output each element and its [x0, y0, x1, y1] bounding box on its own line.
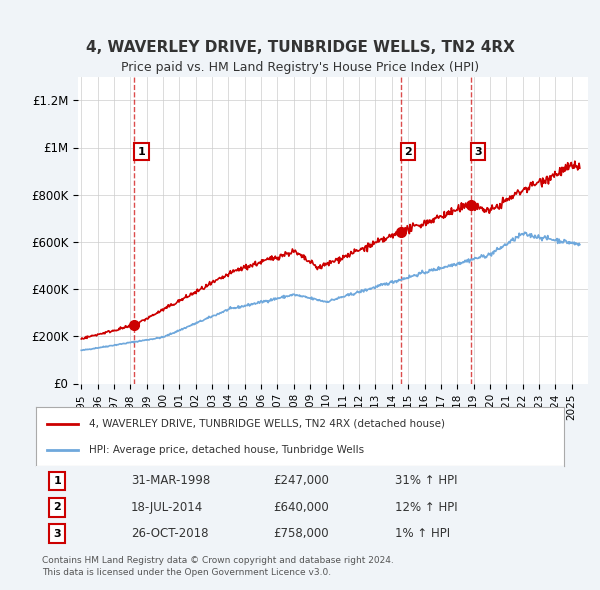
Text: 12% ↑ HPI: 12% ↑ HPI [395, 501, 458, 514]
Text: HPI: Average price, detached house, Tunbridge Wells: HPI: Average price, detached house, Tunb… [89, 445, 364, 454]
Text: 1: 1 [53, 476, 61, 486]
Text: 4, WAVERLEY DRIVE, TUNBRIDGE WELLS, TN2 4RX: 4, WAVERLEY DRIVE, TUNBRIDGE WELLS, TN2 … [86, 40, 514, 55]
Text: 31-MAR-1998: 31-MAR-1998 [131, 474, 210, 487]
Text: Contains HM Land Registry data © Crown copyright and database right 2024.: Contains HM Land Registry data © Crown c… [42, 556, 394, 565]
Text: 2: 2 [404, 146, 412, 156]
Text: £247,000: £247,000 [274, 474, 329, 487]
Text: 1% ↑ HPI: 1% ↑ HPI [395, 527, 450, 540]
Text: 3: 3 [474, 146, 482, 156]
Text: Price paid vs. HM Land Registry's House Price Index (HPI): Price paid vs. HM Land Registry's House … [121, 61, 479, 74]
Text: 26-OCT-2018: 26-OCT-2018 [131, 527, 209, 540]
Text: 31% ↑ HPI: 31% ↑ HPI [395, 474, 458, 487]
Text: 4, WAVERLEY DRIVE, TUNBRIDGE WELLS, TN2 4RX (detached house): 4, WAVERLEY DRIVE, TUNBRIDGE WELLS, TN2 … [89, 419, 445, 428]
Text: £758,000: £758,000 [274, 527, 329, 540]
Text: 1: 1 [137, 146, 145, 156]
Text: 3: 3 [53, 529, 61, 539]
Text: 18-JUL-2014: 18-JUL-2014 [131, 501, 203, 514]
Text: £640,000: £640,000 [274, 501, 329, 514]
Text: 2: 2 [53, 503, 61, 512]
Text: This data is licensed under the Open Government Licence v3.0.: This data is licensed under the Open Gov… [42, 568, 331, 577]
